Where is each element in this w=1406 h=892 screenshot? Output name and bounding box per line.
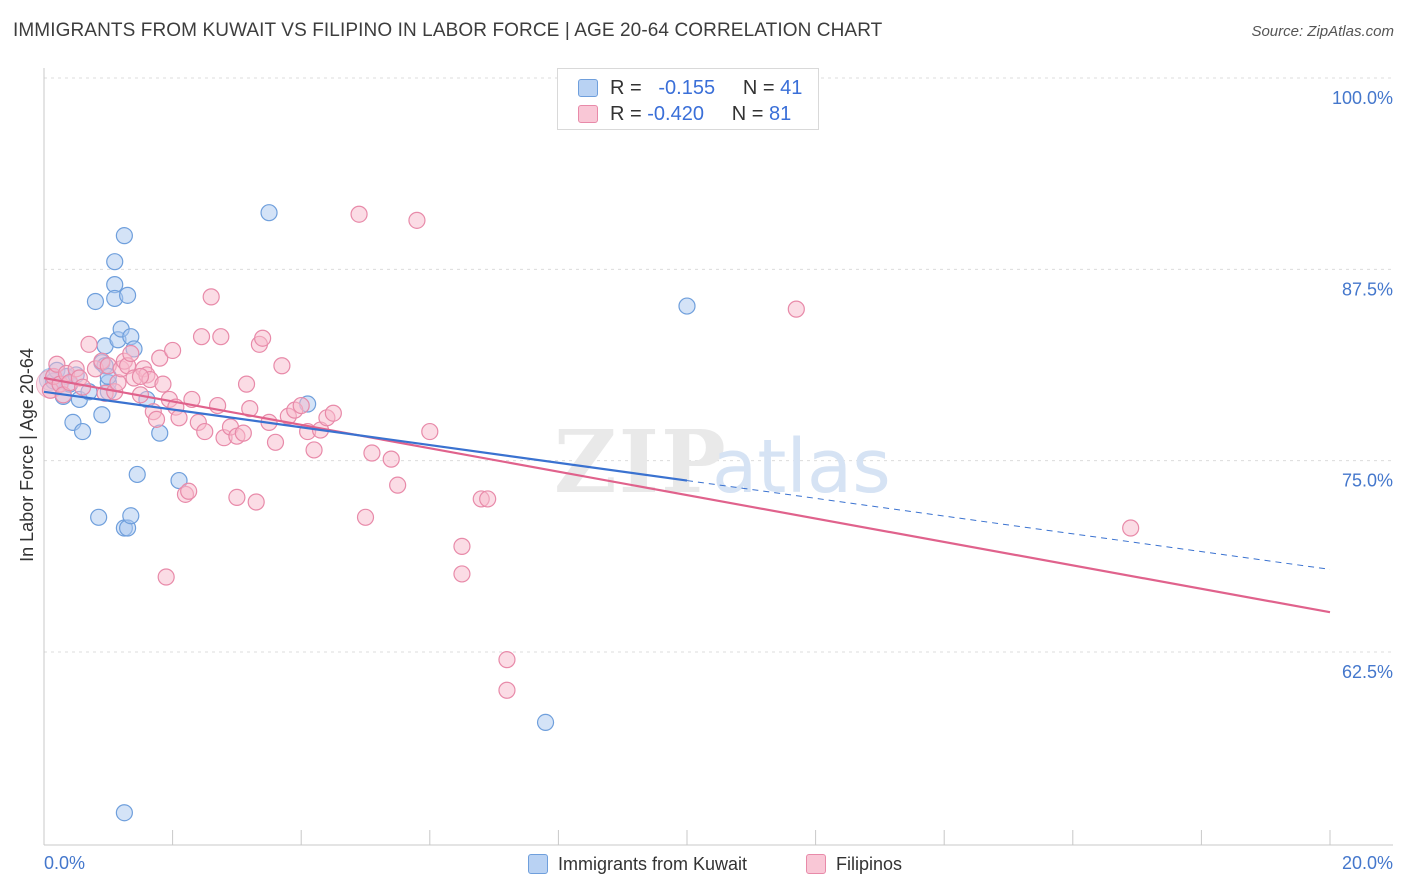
gridlines (44, 77, 1393, 653)
filipino-point (151, 349, 169, 367)
kuwait-point (73, 422, 92, 441)
filipino-point (356, 508, 375, 526)
filipino-point (498, 651, 516, 669)
bottom-legend-filipino: Filipinos (806, 852, 902, 876)
watermark-atlas: atlas (712, 424, 891, 510)
legend-n-label: N = (742, 76, 775, 99)
legend-r-value-kuwait: -0.155 (658, 76, 716, 99)
filipino-point (787, 300, 805, 318)
kuwait-point (678, 297, 696, 315)
filipino-point (241, 400, 259, 418)
filipino-point (247, 493, 265, 511)
filipino-point (266, 433, 285, 451)
legend-row-filipino: R = -0.420 N = 81 (578, 102, 791, 126)
bottom-legend-kuwait: Immigrants from Kuwait (528, 852, 747, 876)
filipino-point (498, 681, 516, 699)
filipino-point (363, 444, 381, 462)
y-axis-label-group: In Labor Force | Age 20-64 (17, 348, 37, 562)
filipino-point (408, 211, 426, 229)
bottom-legend-label-filipino: Filipinos (836, 853, 903, 874)
filipino-point (479, 490, 497, 508)
legend-r-label: R = (610, 76, 642, 99)
trend-lines (43, 376, 1331, 614)
filipino-point (273, 357, 291, 375)
legend-n-value-filipino: 81 (769, 102, 792, 125)
filipino-point (1122, 519, 1140, 537)
filipino-point (234, 424, 252, 442)
bottom-legend-label-kuwait: Immigrants from Kuwait (558, 853, 748, 874)
filipino-point (180, 482, 198, 500)
filipino-point (382, 450, 400, 468)
kuwait-point (260, 204, 278, 222)
filipino-point (131, 367, 150, 386)
filipino-trend-line (43, 376, 1331, 614)
filipino-point (453, 537, 471, 555)
y-tick-label: 62.5% (1342, 662, 1393, 682)
filipino-point (202, 288, 220, 306)
chart-title: IMMIGRANTS FROM KUWAIT VS FILIPINO IN LA… (13, 20, 883, 41)
filipino-point (122, 344, 140, 363)
y-tick-label: 75.0% (1342, 471, 1393, 491)
legend-n-value-kuwait: 41 (780, 76, 803, 99)
y-tick-label: 100.0% (1332, 88, 1393, 108)
kuwait-point (122, 507, 140, 525)
filipino-point (421, 422, 439, 441)
kuwait-trend-extension (686, 480, 1331, 570)
x-tick-label: 20.0% (1342, 853, 1393, 873)
series-filipino-points (35, 205, 1140, 699)
kuwait-point (536, 713, 555, 732)
watermark: ZIP atlas (554, 412, 891, 513)
filipino-point (154, 375, 172, 393)
filipino-point (196, 422, 214, 441)
legend-swatch-kuwait (578, 79, 598, 97)
kuwait-point (118, 286, 137, 304)
bottom-legend-swatch-kuwait (528, 854, 548, 874)
filipino-point (147, 410, 166, 428)
filipino-point (254, 329, 272, 347)
legend-box: R = -0.155 N = 41 R = -0.420 N = 81 (557, 68, 819, 130)
filipino-point (228, 488, 246, 507)
filipino-point (80, 335, 98, 353)
legend-r-label: R = (610, 102, 642, 125)
legend-n-label: N = (731, 102, 764, 125)
filipino-point (292, 396, 310, 415)
y-tick-label: 87.5% (1342, 279, 1393, 299)
kuwait-point (106, 253, 124, 271)
filipino-point (157, 568, 175, 586)
kuwait-point (86, 292, 105, 311)
legend-r-value-filipino: -0.420 (647, 102, 704, 125)
filipino-point (237, 375, 256, 393)
kuwait-point (170, 471, 188, 490)
filipino-point (324, 404, 342, 422)
legend-swatch-filipino (578, 105, 598, 123)
axes: 62.5% 75.0% 87.5% 100.0% 0.0% 20.0% (43, 68, 1393, 873)
filipino-point (389, 476, 407, 494)
y-axis-label: In Labor Force | Age 20-64 (17, 348, 37, 562)
kuwait-point (90, 508, 108, 526)
filipino-point (192, 328, 211, 346)
kuwait-point (115, 227, 133, 245)
filipino-point (350, 205, 368, 223)
kuwait-trend-line (43, 390, 688, 482)
filipino-point (212, 328, 230, 346)
legend-row-kuwait: R = -0.155 N = 41 (578, 76, 802, 100)
filipino-point (164, 341, 182, 360)
filipino-point (73, 378, 92, 396)
x-tick-label: 0.0% (44, 853, 85, 873)
kuwait-point (128, 465, 146, 484)
bottom-legend-swatch-filipino (806, 854, 826, 874)
source-label: Source: ZipAtlas.com (1251, 23, 1394, 40)
filipino-point (453, 565, 471, 583)
filipino-point (305, 441, 323, 459)
kuwait-point (93, 406, 111, 424)
kuwait-point (115, 804, 133, 822)
